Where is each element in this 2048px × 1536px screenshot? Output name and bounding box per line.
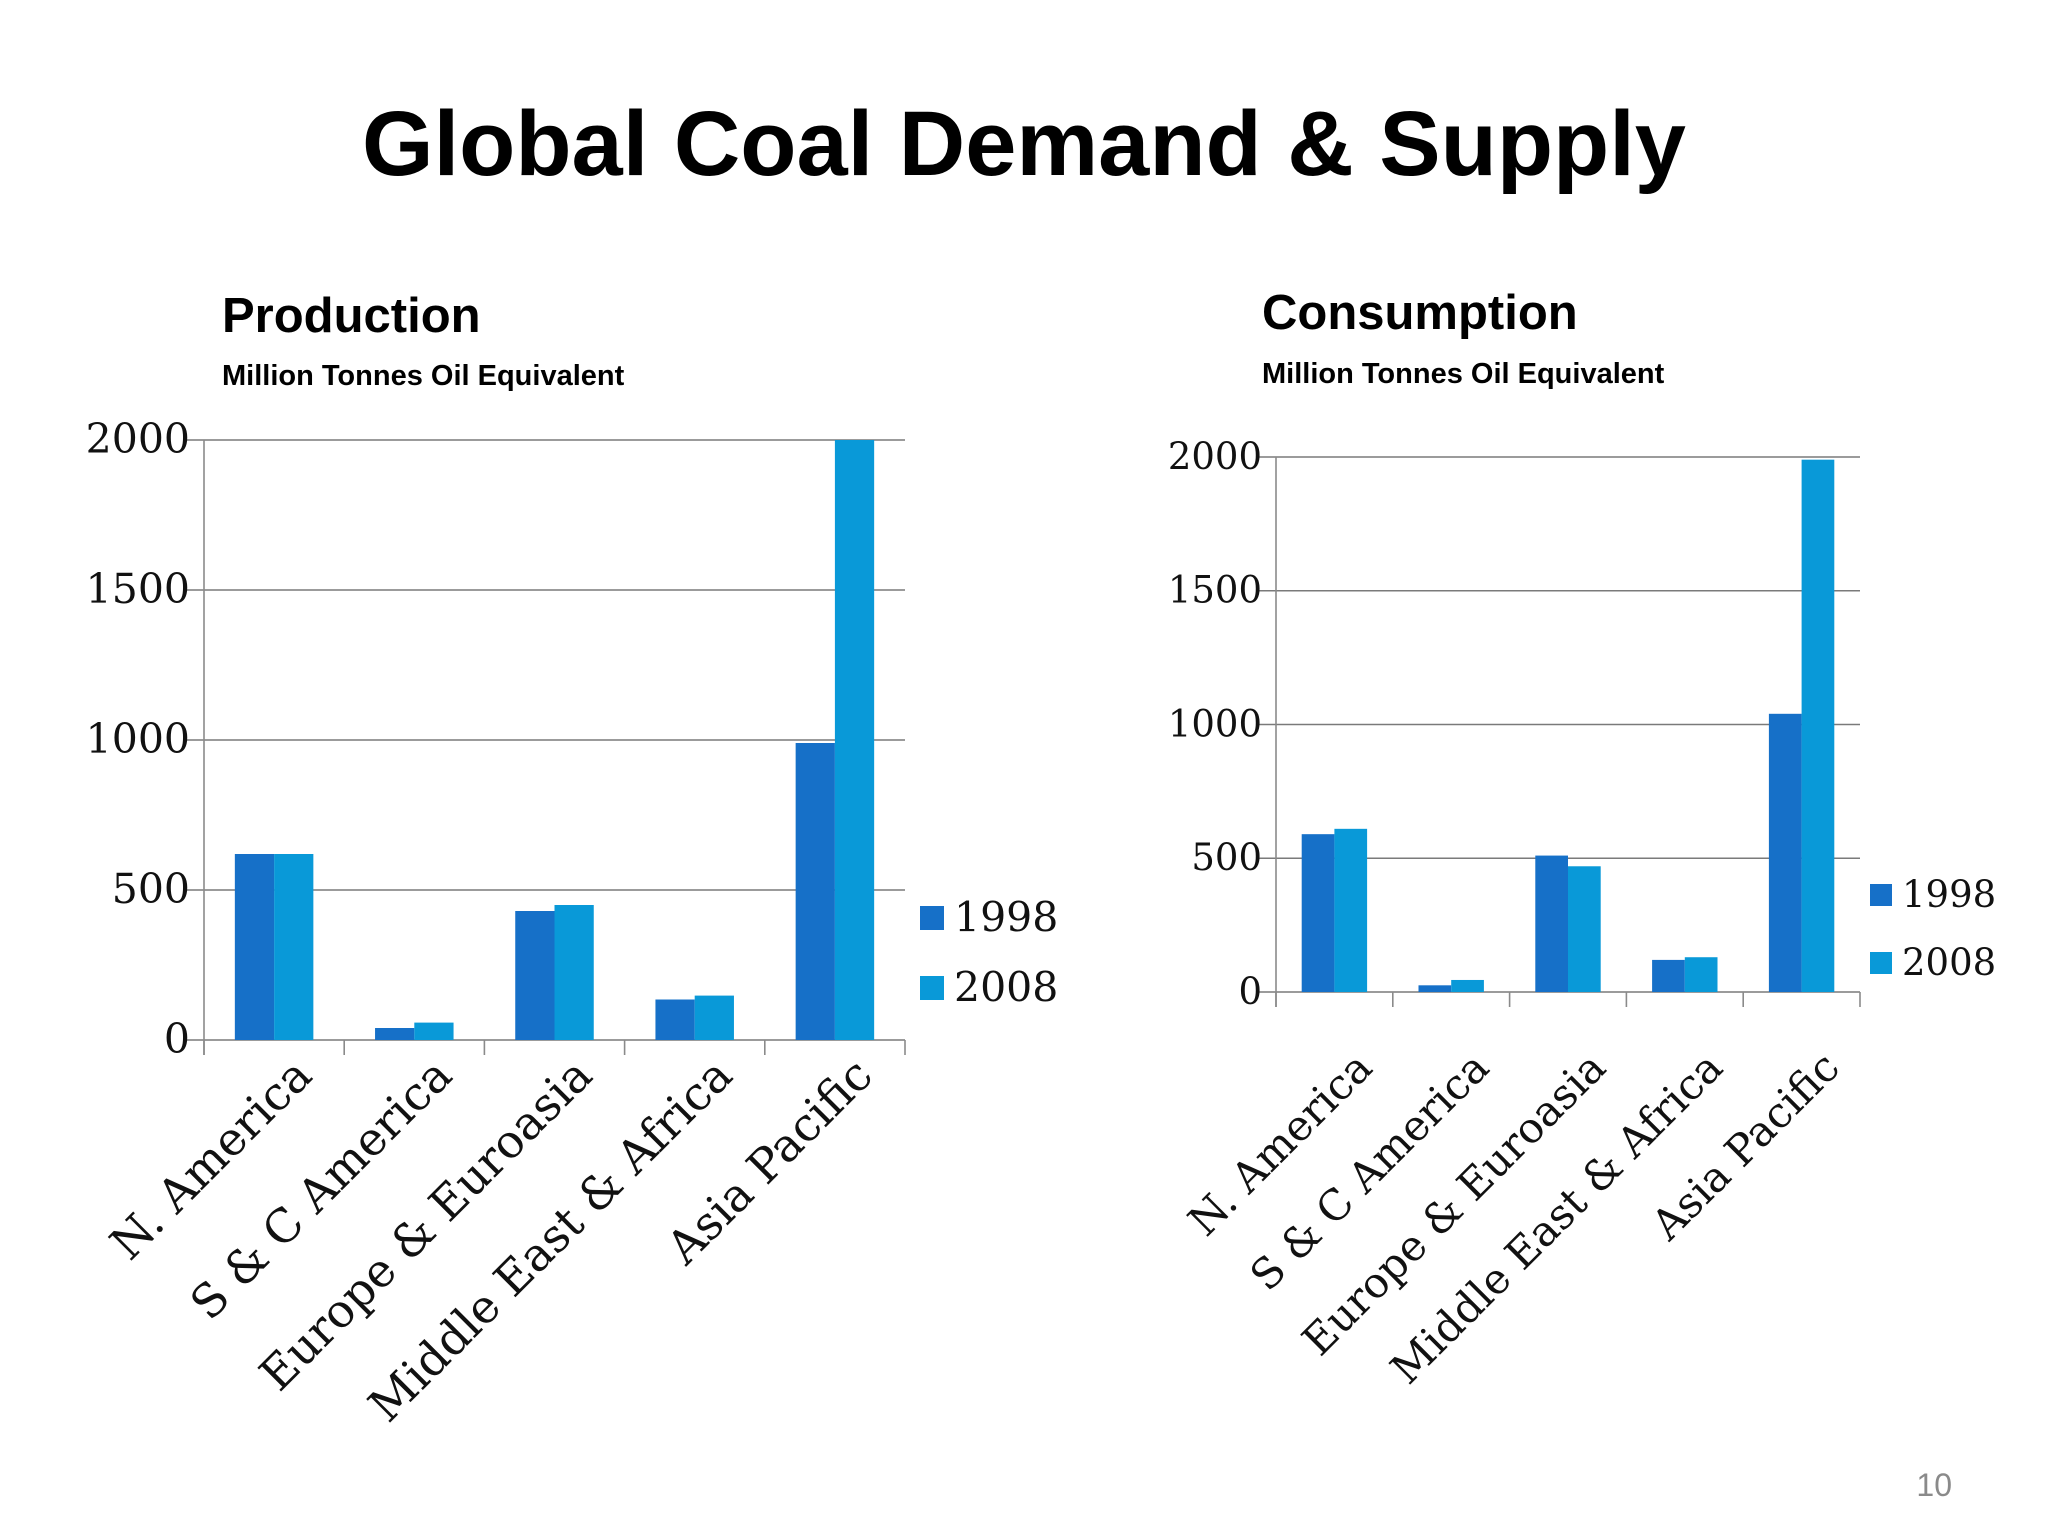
production-bar-1998	[375, 1028, 415, 1040]
production-y-tick-label: 0	[164, 1015, 190, 1063]
consumption-legend-label: 1998	[1902, 873, 1996, 916]
production-bar-1998	[655, 999, 695, 1040]
consumption-y-tick-label: 0	[1238, 970, 1262, 1013]
production-bar-1998	[795, 743, 835, 1040]
consumption-bar-1998	[1652, 959, 1685, 992]
production-panel-subtitle: Million Tonnes Oil Equivalent	[222, 360, 625, 392]
consumption-bar-1998	[1535, 855, 1568, 992]
consumption-panel-title: Consumption	[1262, 286, 1578, 340]
consumption-bar-2008	[1568, 866, 1601, 992]
production-bar-2008	[834, 440, 875, 1040]
production-bar-1998	[234, 854, 275, 1040]
consumption-bar-2008	[1684, 957, 1718, 992]
production-panel-title: Production	[222, 289, 481, 343]
production-legend-label: 1998	[954, 894, 1058, 942]
page-number: 10	[1916, 1467, 1952, 1503]
consumption-bar-2008	[1451, 979, 1484, 992]
production-y-tick-label: 1000	[86, 715, 190, 763]
consumption-panel-subtitle: Million Tonnes Oil Equivalent	[1262, 358, 1665, 390]
consumption-bar-1998	[1768, 713, 1802, 992]
consumption-bar-1998	[1301, 834, 1335, 992]
production-y-tick-label: 1500	[86, 565, 190, 613]
production-legend-label: 2008	[954, 964, 1058, 1012]
production-bar-1998	[515, 911, 555, 1040]
consumption-y-tick-label: 500	[1191, 836, 1262, 879]
production-bar-2008	[414, 1022, 454, 1040]
production-y-tick-label: 500	[112, 865, 190, 913]
production-legend-swatch-1998	[920, 906, 944, 930]
consumption-y-tick-label: 1000	[1168, 702, 1262, 745]
slide-title: Global Coal Demand & Supply	[362, 93, 1686, 195]
consumption-legend-swatch-1998	[1870, 884, 1892, 906]
production-bar-2008	[554, 905, 594, 1040]
consumption-legend-swatch-2008	[1870, 952, 1892, 974]
consumption-bar-1998	[1418, 985, 1452, 992]
production-category-label: S & C America	[180, 1048, 462, 1330]
production-bar-2008	[694, 995, 734, 1040]
production-y-tick-label: 2000	[86, 415, 190, 463]
consumption-y-tick-label: 2000	[1168, 435, 1262, 478]
production-bar-2008	[274, 854, 314, 1040]
consumption-legend-label: 2008	[1902, 941, 1996, 984]
consumption-bar-2008	[1334, 828, 1368, 992]
production-legend-swatch-2008	[920, 976, 944, 1000]
consumption-bar-2008	[1801, 459, 1835, 992]
consumption-y-tick-label: 1500	[1168, 569, 1262, 612]
